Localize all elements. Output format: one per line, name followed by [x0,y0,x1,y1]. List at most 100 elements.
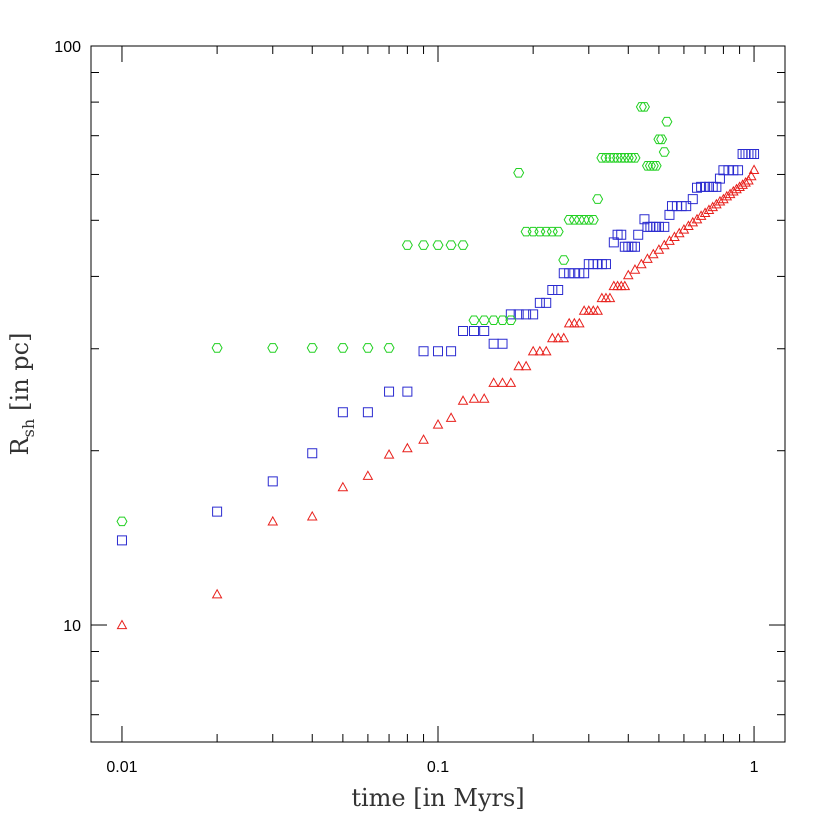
point [267,515,279,526]
x-tick-label: 1 [750,759,759,776]
point [432,418,444,429]
x-axis-label: time [in Myrs] [351,784,524,812]
point [534,226,546,237]
point [633,229,644,240]
point [520,360,532,371]
point [721,190,733,201]
point [418,434,429,444]
y-tick-label: 10 [63,618,81,635]
point [528,309,539,320]
point [740,148,751,159]
point [469,325,480,336]
point [307,448,318,459]
point [578,305,590,315]
point [433,346,444,357]
point [691,213,703,224]
y-tick-label: 100 [54,39,81,56]
point [488,315,500,326]
point [622,269,634,280]
point [446,346,457,357]
y-label-main: R [6,436,34,455]
point [558,268,569,279]
point [642,253,653,263]
point [496,315,509,326]
point [748,164,760,174]
point [743,148,754,159]
point [541,297,552,308]
y-label-rest: [in pc] [6,333,34,411]
point [527,345,539,356]
point [497,338,508,349]
point [573,317,585,328]
point [653,221,664,232]
point [402,386,413,397]
point [592,194,604,204]
point [687,216,699,227]
point [383,448,395,459]
point [656,134,668,145]
point [629,241,640,252]
point [695,210,707,220]
point [647,248,659,259]
point [527,226,539,237]
plot-frame [90,45,786,743]
point [534,345,546,356]
y-label-sub: sh [19,419,38,438]
point [737,148,748,159]
point [552,226,564,237]
point [458,325,469,336]
point [749,148,760,159]
point [604,292,616,303]
point [457,240,469,250]
point [547,284,558,295]
point [650,161,662,171]
point [619,241,630,252]
point [733,165,744,176]
point [746,148,757,159]
point [718,165,729,176]
point [384,386,395,397]
point [457,395,469,405]
point [651,221,662,232]
point [724,188,736,199]
point [337,343,349,353]
point [608,237,619,248]
point [362,343,374,353]
point [552,332,564,343]
point [418,240,430,250]
point [745,170,757,181]
point [546,226,558,237]
point [418,346,429,357]
point [445,412,457,422]
point [468,315,480,326]
point [306,343,318,353]
point [616,229,627,240]
point [564,268,575,279]
point [362,470,374,480]
point [520,226,532,237]
y-axis-label: Rsh [in pc] [6,333,38,456]
point [211,588,223,599]
point [116,619,128,630]
point [623,241,634,252]
point [540,345,552,356]
point [558,332,570,343]
point [703,204,715,215]
point [267,343,279,353]
point [638,102,650,112]
point [488,338,499,349]
point [587,215,599,225]
point [402,442,413,453]
point [306,510,318,521]
point [600,259,611,270]
point [629,264,641,274]
x-tick-label: 0.01 [106,759,137,776]
point [211,343,223,353]
point [505,377,517,387]
point [383,343,395,353]
point [619,280,631,291]
point [626,241,637,252]
point [478,393,490,403]
point [432,240,444,250]
point [711,198,722,209]
